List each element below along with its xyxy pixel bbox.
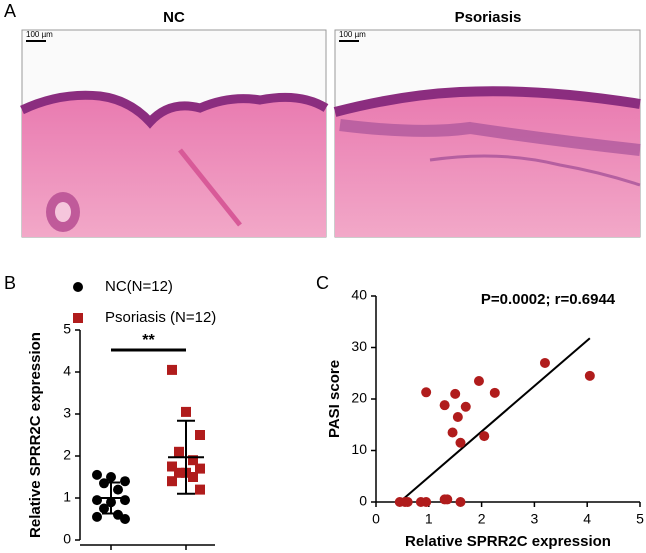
scale-bar-label: 100 µm [26,30,53,39]
data-point [92,511,102,522]
y-tick-label: 0 [63,531,71,547]
data-point [421,387,432,398]
data-point [188,455,198,466]
x-tick-label: 2 [478,511,486,527]
data-point [106,472,116,482]
data-point [460,401,471,412]
data-point [167,461,177,472]
data-point [120,495,130,506]
legend-label: Psoriasis (N=12) [105,309,216,326]
data-point [455,497,466,507]
data-point [195,484,205,495]
data-point [447,427,458,438]
scale-bar-label: 100 µm [339,30,366,39]
data-point [188,472,198,482]
x-tick-label: 1 [425,511,433,527]
data-point [167,476,177,487]
histology-image [20,29,329,238]
y-axis-label: PASI score [326,360,343,438]
data-point [402,497,413,507]
legend-marker [73,282,83,292]
significance-label: ** [142,332,155,349]
y-tick-label: 40 [351,287,367,303]
data-point [195,430,205,440]
image-title: Psoriasis [455,9,522,26]
y-tick-label: 1 [63,489,71,505]
x-tick-label: 5 [636,511,644,527]
x-axis-label: Relative SPRR2C expression [405,533,611,550]
legend-marker [73,313,83,323]
data-point [92,495,102,506]
error-bar [102,481,120,515]
data-point [174,467,184,478]
panel-label: A [4,1,16,21]
panel-label: B [4,273,16,293]
data-point [421,497,432,507]
y-tick-label: 2 [63,447,71,463]
legend-label: NC(N=12) [105,278,173,295]
data-point [442,494,453,505]
y-tick-label: 4 [63,363,71,379]
image-title: NC [163,9,185,26]
y-axis-label: Relative SPRR2C expression [27,332,44,538]
histology-image [333,29,641,238]
annotation: P=0.0002; r=0.6944 [481,291,616,308]
data-point [473,375,484,386]
data-point [181,406,191,417]
data-point [450,388,461,399]
y-tick-label: 20 [351,390,367,406]
data-point [539,357,550,368]
x-tick-label: 4 [583,511,591,527]
x-tick-label: 0 [372,511,380,527]
y-tick-label: 3 [63,405,71,421]
fit-line [399,337,591,503]
y-tick-label: 0 [359,493,367,509]
data-point [584,370,595,381]
y-tick-label: 30 [351,338,367,354]
data-point [489,387,500,398]
error-bar [177,419,195,495]
data-point [120,514,130,524]
data-point [174,446,184,457]
x-tick-label: 3 [531,511,539,527]
data-point [439,400,450,411]
data-point [479,431,490,442]
data-point [92,469,102,480]
y-tick-label: 5 [63,321,71,337]
data-point [99,503,109,514]
panel-label: C [316,273,329,293]
data-point [167,364,177,375]
data-point [455,437,466,448]
y-tick-label: 10 [351,441,367,457]
data-point [120,476,130,487]
data-point [452,412,463,423]
data-point [113,484,123,495]
data-point [195,463,205,474]
